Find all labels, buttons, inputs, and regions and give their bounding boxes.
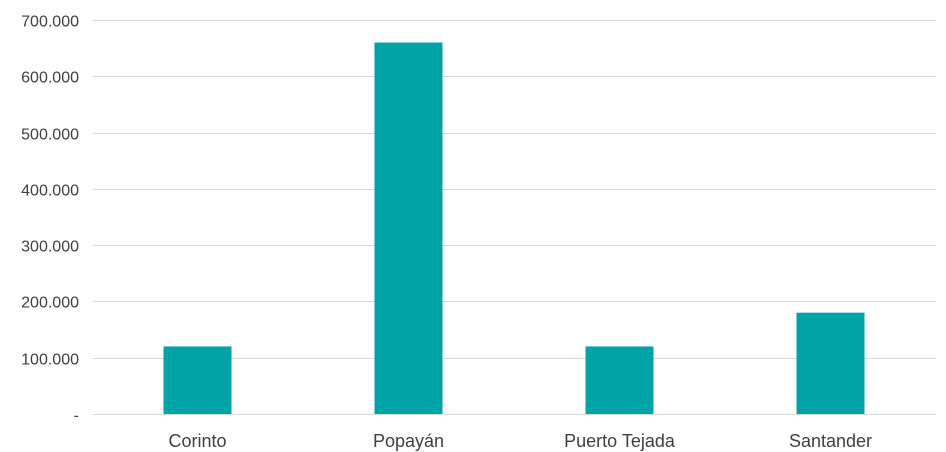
bar-popayán xyxy=(374,42,443,415)
y-tick-label: 200.000 xyxy=(21,295,79,312)
bar-corinto xyxy=(163,346,232,414)
y-tick-label: 300.000 xyxy=(21,239,79,256)
bar-puerto-tejada xyxy=(585,346,654,414)
y-tick-label: 700.000 xyxy=(21,14,79,31)
bar-santander xyxy=(796,312,865,414)
y-tick-label: 600.000 xyxy=(21,70,79,87)
x-tick-label: Corinto xyxy=(168,431,226,451)
gridlines xyxy=(92,20,936,415)
x-tick-label: Popayán xyxy=(373,431,444,451)
y-tick-label: 400.000 xyxy=(21,183,79,200)
y-tick-label: 500.000 xyxy=(21,127,79,144)
x-tick-label: Puerto Tejada xyxy=(564,431,676,451)
y-axis-tick-labels: - 100.000 200.000 300.000 400.000 500.000 600.… xyxy=(21,14,79,425)
x-axis-category-labels: Corinto Popayán Puerto Tejada Santander xyxy=(168,431,872,451)
y-tick-label: 100.000 xyxy=(21,352,79,369)
y-tick-label: - xyxy=(74,408,79,425)
bars xyxy=(163,42,865,415)
x-tick-label: Santander xyxy=(789,431,872,451)
